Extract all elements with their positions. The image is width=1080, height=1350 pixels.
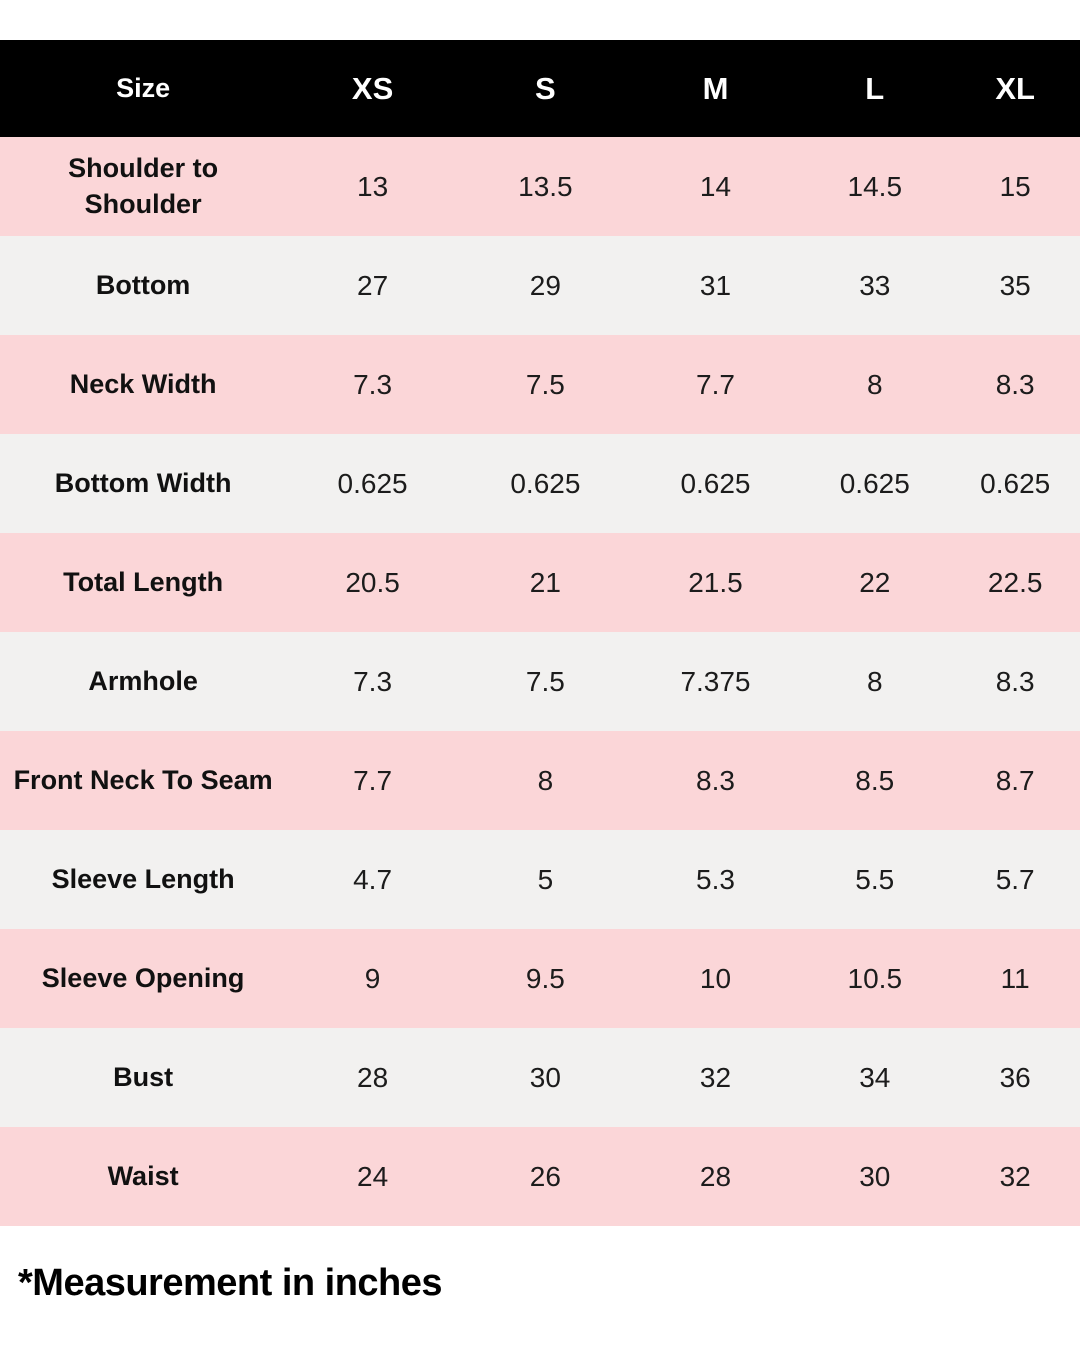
cell-value: 4.7 — [286, 830, 459, 929]
cell-value: 8 — [458, 731, 632, 830]
cell-value: 22.5 — [950, 533, 1080, 632]
cell-value: 15 — [950, 137, 1080, 236]
table-row: Total Length 20.5 21 21.5 22 22.5 — [0, 533, 1080, 632]
cell-value: 7.3 — [286, 335, 459, 434]
table-row: Waist 24 26 28 30 32 — [0, 1127, 1080, 1226]
cell-value: 5.7 — [950, 830, 1080, 929]
table-row: Bottom Width 0.625 0.625 0.625 0.625 0.625 — [0, 434, 1080, 533]
header-xl: XL — [950, 40, 1080, 137]
cell-value: 30 — [799, 1127, 951, 1226]
cell-value: 26 — [458, 1127, 632, 1226]
cell-value: 21 — [458, 533, 632, 632]
row-label: Waist — [0, 1127, 287, 1226]
cell-value: 0.625 — [950, 434, 1080, 533]
row-label: Sleeve Opening — [0, 929, 287, 1028]
row-label: Shoulder to Shoulder — [0, 137, 287, 236]
header-size: Size — [0, 40, 287, 137]
header-l: L — [799, 40, 951, 137]
cell-value: 5.5 — [799, 830, 951, 929]
cell-value: 8.5 — [799, 731, 951, 830]
table-row: Bust 28 30 32 34 36 — [0, 1028, 1080, 1127]
cell-value: 8 — [799, 335, 951, 434]
cell-value: 20.5 — [286, 533, 459, 632]
header-xs: XS — [286, 40, 459, 137]
cell-value: 9.5 — [458, 929, 632, 1028]
cell-value: 8 — [799, 632, 951, 731]
cell-value: 10 — [631, 929, 800, 1028]
cell-value: 0.625 — [286, 434, 459, 533]
cell-value: 7.7 — [286, 731, 459, 830]
row-label: Neck Width — [0, 335, 287, 434]
cell-value: 21.5 — [631, 533, 800, 632]
table-row: Sleeve Length 4.7 5 5.3 5.5 5.7 — [0, 830, 1080, 929]
row-label: Bottom Width — [0, 434, 287, 533]
cell-value: 10.5 — [799, 929, 951, 1028]
cell-value: 7.375 — [631, 632, 800, 731]
header-m: M — [631, 40, 800, 137]
footnote: *Measurement in inches — [18, 1262, 443, 1304]
row-label: Sleeve Length — [0, 830, 287, 929]
cell-value: 5.3 — [631, 830, 800, 929]
cell-value: 22 — [799, 533, 951, 632]
cell-value: 13.5 — [458, 137, 632, 236]
cell-value: 35 — [950, 236, 1080, 335]
row-label: Total Length — [0, 533, 287, 632]
cell-value: 0.625 — [631, 434, 800, 533]
row-label: Bust — [0, 1028, 287, 1127]
cell-value: 33 — [799, 236, 951, 335]
table-row: Bottom 27 29 31 33 35 — [0, 236, 1080, 335]
table-row: Neck Width 7.3 7.5 7.7 8 8.3 — [0, 335, 1080, 434]
cell-value: 29 — [458, 236, 632, 335]
header-row: Size XS S M L XL — [0, 40, 1080, 137]
table-row: Shoulder to Shoulder 13 13.5 14 14.5 15 — [0, 137, 1080, 236]
cell-value: 28 — [286, 1028, 459, 1127]
cell-value: 8.7 — [950, 731, 1080, 830]
cell-value: 0.625 — [458, 434, 632, 533]
cell-value: 24 — [286, 1127, 459, 1226]
cell-value: 8.3 — [950, 335, 1080, 434]
cell-value: 13 — [286, 137, 459, 236]
cell-value: 14.5 — [799, 137, 951, 236]
cell-value: 14 — [631, 137, 800, 236]
cell-value: 34 — [799, 1028, 951, 1127]
row-label: Armhole — [0, 632, 287, 731]
cell-value: 36 — [950, 1028, 1080, 1127]
cell-value: 5 — [458, 830, 632, 929]
cell-value: 31 — [631, 236, 800, 335]
cell-value: 8.3 — [631, 731, 800, 830]
size-chart-table: Size XS S M L XL Shoulder to Shoulder 13 1… — [0, 40, 1080, 1226]
cell-value: 27 — [286, 236, 459, 335]
table-row: Front Neck To Seam 7.7 8 8.3 8.5 8.7 — [0, 731, 1080, 830]
cell-value: 7.5 — [458, 632, 632, 731]
cell-value: 9 — [286, 929, 459, 1028]
header-s: S — [458, 40, 632, 137]
cell-value: 8.3 — [950, 632, 1080, 731]
cell-value: 11 — [950, 929, 1080, 1028]
row-label: Bottom — [0, 236, 287, 335]
cell-value: 7.3 — [286, 632, 459, 731]
table-row: Sleeve Opening 9 9.5 10 10.5 11 — [0, 929, 1080, 1028]
table-row: Armhole 7.3 7.5 7.375 8 8.3 — [0, 632, 1080, 731]
cell-value: 28 — [631, 1127, 800, 1226]
cell-value: 32 — [950, 1127, 1080, 1226]
table-body: Shoulder to Shoulder 13 13.5 14 14.5 15 Bottom… — [0, 137, 1080, 1226]
cell-value: 0.625 — [799, 434, 951, 533]
cell-value: 32 — [631, 1028, 800, 1127]
cell-value: 30 — [458, 1028, 632, 1127]
cell-value: 7.7 — [631, 335, 800, 434]
cell-value: 7.5 — [458, 335, 632, 434]
row-label: Front Neck To Seam — [0, 731, 287, 830]
